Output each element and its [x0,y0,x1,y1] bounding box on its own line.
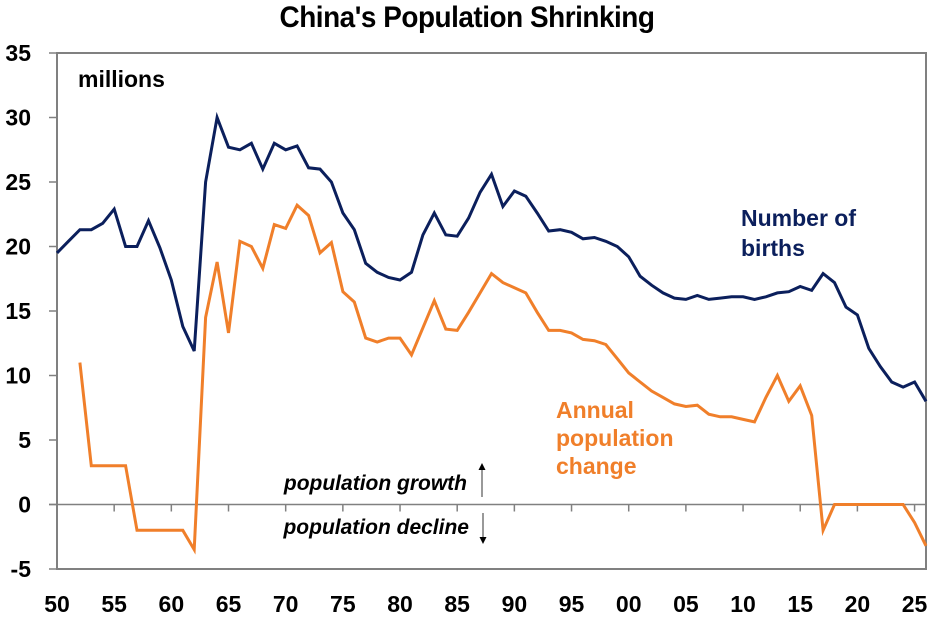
x-tick-label: 15 [787,591,813,617]
x-axis: 50 55 60 65 70 75 80 85 90 95 00 05 10 15 20 25 [44,503,928,617]
births-line [55,111,928,403]
y-axis: -5 0 5 10 15 20 25 30 35 [5,40,57,582]
series-lines [55,111,928,555]
plot-frame [56,52,927,570]
x-tick-label: 75 [330,591,356,617]
x-tick-label: 20 [845,591,871,617]
x-tick-label: 65 [216,591,242,617]
y-tick-label: 20 [5,234,31,260]
y-tick-label: 35 [5,40,31,66]
chart-title: China's Population Shrinking [279,1,655,34]
x-tick-label: 10 [730,591,756,617]
x-tick-label: 05 [673,591,699,617]
births-series-label: births [741,235,805,261]
y-tick-label: 10 [5,363,31,389]
x-tick-label: 85 [444,591,470,617]
y-tick-label: 0 [18,492,31,518]
population-decline-label: population decline [282,516,469,539]
y-tick-label: 15 [5,298,31,324]
y-tick-label: 25 [5,169,31,195]
x-tick-label: 70 [273,591,299,617]
x-tick-label: 50 [44,591,70,617]
population-change-line [78,202,928,555]
population-change-series-label: change [556,453,637,479]
x-tick-label: 25 [902,591,928,617]
annotations: millions population growth population de… [78,66,856,544]
x-tick-label: 90 [502,591,528,617]
population-change-series-label: Annual [556,397,634,423]
x-tick-label: 00 [616,591,642,617]
population-change-series-label: population [556,425,674,451]
x-tick-label: 80 [387,591,413,617]
down-arrow-icon [479,513,487,544]
x-tick-label: 60 [159,591,185,617]
population-growth-label: population growth [283,472,467,495]
plot-area-border [56,52,927,570]
unit-label: millions [78,66,165,92]
y-tick-label: -5 [11,556,32,582]
x-tick-label: 55 [101,591,127,617]
x-tick-label: 95 [559,591,585,617]
y-tick-label: 30 [5,105,31,131]
births-series-label: Number of [741,205,856,231]
y-tick-label: 5 [18,427,31,453]
up-arrow-icon [478,463,486,497]
